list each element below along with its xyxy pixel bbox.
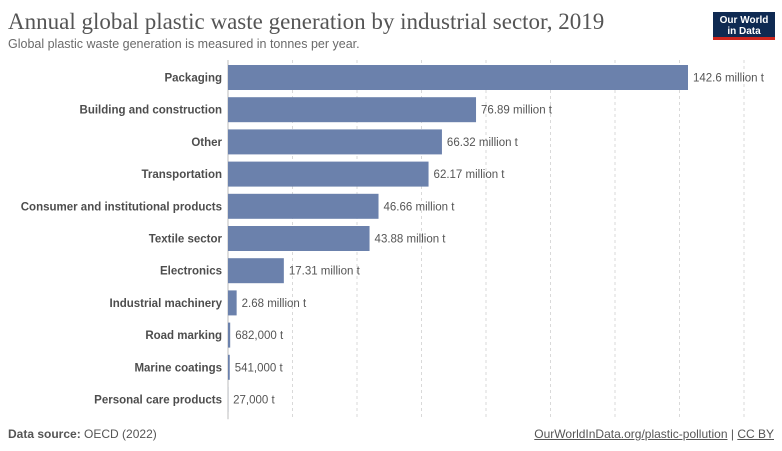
bars-group: Packaging 142.6 million t Building and con…: [21, 65, 765, 412]
category-label: Packaging: [164, 73, 222, 85]
bar[interactable]: [228, 193, 379, 219]
footer-separator: |: [730, 427, 734, 441]
logo-line-1: Our World: [719, 15, 769, 26]
chart-title: Annual global plastic waste generation b…: [8, 9, 605, 34]
bar[interactable]: [228, 290, 237, 316]
category-label: Industrial machinery: [110, 298, 223, 310]
source-value: OECD (2022): [84, 427, 157, 441]
category-label: Marine coatings: [134, 362, 222, 374]
category-label: Electronics: [160, 266, 222, 278]
value-label: 541,000 t: [235, 362, 284, 374]
source-link[interactable]: OurWorldInData.org/plastic-pollution: [534, 427, 728, 441]
bar[interactable]: [228, 322, 231, 348]
value-label: 17.31 million t: [289, 266, 361, 278]
category-label: Other: [191, 137, 222, 149]
owid-logo[interactable]: Our World in Data: [713, 12, 775, 40]
bar[interactable]: [228, 354, 230, 380]
category-label: Road marking: [145, 330, 222, 342]
bar[interactable]: [228, 258, 284, 284]
category-label: Transportation: [141, 169, 222, 181]
value-label: 2.68 million t: [242, 298, 307, 310]
value-label: 682,000 t: [235, 330, 284, 342]
bar[interactable]: [228, 65, 688, 90]
bar[interactable]: [228, 129, 442, 155]
category-label: Consumer and institutional products: [21, 201, 222, 213]
value-label: 62.17 million t: [434, 169, 506, 181]
category-label: Personal care products: [94, 395, 222, 407]
data-source: Data source: OECD (2022): [8, 427, 157, 441]
category-label: Textile sector: [149, 234, 223, 246]
source-label: Data source:: [8, 427, 81, 441]
license-link[interactable]: CC BY: [737, 427, 774, 441]
chart-subtitle: Global plastic waste generation is measu…: [8, 37, 360, 51]
value-label: 43.88 million t: [375, 234, 447, 246]
footer-links: OurWorldInData.org/plastic-pollution | C…: [534, 427, 774, 441]
category-label: Building and construction: [80, 105, 222, 117]
bar[interactable]: [228, 226, 370, 251]
bar[interactable]: [228, 97, 477, 123]
value-label: 76.89 million t: [481, 105, 553, 117]
bar[interactable]: [228, 161, 429, 187]
value-label: 142.6 million t: [693, 73, 765, 85]
value-label: 27,000 t: [233, 395, 275, 407]
value-label: 66.32 million t: [447, 137, 519, 149]
logo-line-2: in Data: [727, 26, 761, 37]
bar-chart: Packaging 142.6 million t Building and con…: [21, 60, 765, 420]
value-label: 46.66 million t: [384, 201, 456, 213]
